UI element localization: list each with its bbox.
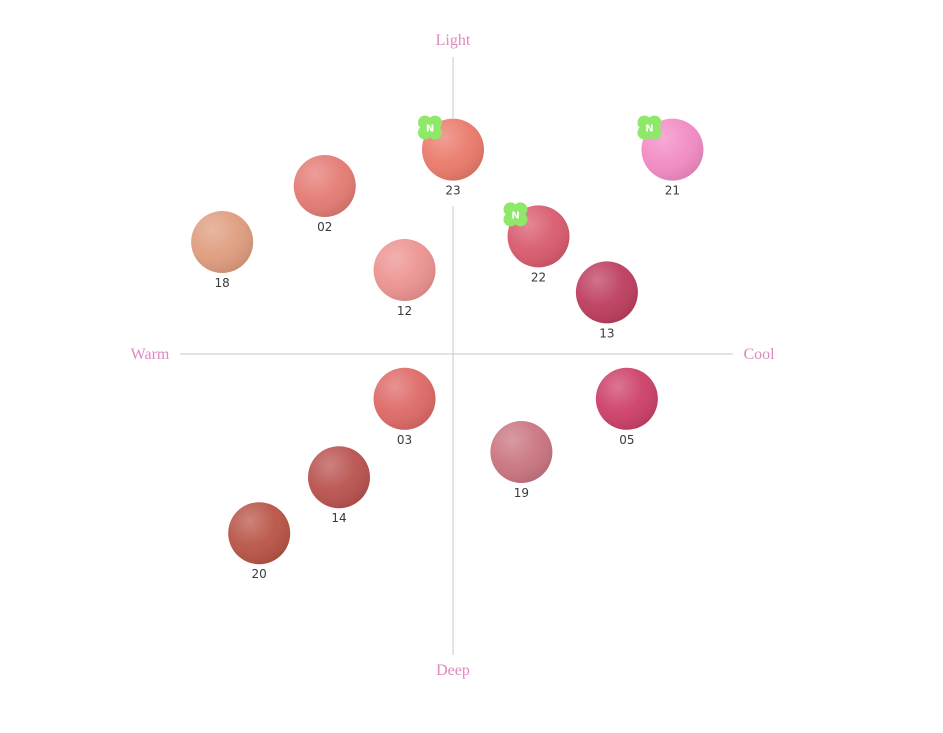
shade-label: 22: [531, 270, 546, 284]
shade-point-21[interactable]: 21 N: [637, 115, 704, 198]
new-badge-label: N: [645, 124, 653, 135]
badge-center: [423, 120, 437, 135]
shade-point-14[interactable]: 14: [308, 446, 370, 525]
shade-point-13[interactable]: 13: [575, 261, 638, 340]
shade-swatch-gloss: [293, 155, 356, 217]
shade-points: 23 N 21 N 02 22 N 18 12 13 03 05 19 14 20: [191, 115, 704, 581]
badge-center: [508, 207, 523, 222]
new-badge-label: N: [426, 124, 434, 135]
shade-point-05[interactable]: 05: [595, 367, 658, 447]
shade-label: 20: [252, 567, 267, 581]
shade-point-22[interactable]: 22 N: [503, 202, 570, 284]
shade-swatch-gloss: [595, 367, 658, 430]
shade-swatch-gloss: [575, 261, 638, 324]
shade-label: 19: [514, 486, 529, 500]
new-badge-icon: N: [418, 115, 442, 140]
shade-point-20[interactable]: 20: [228, 502, 291, 581]
badge-center: [642, 120, 657, 135]
axis-label-warm: Warm: [131, 346, 170, 363]
shade-label: 14: [331, 511, 346, 525]
shade-label: 18: [215, 276, 230, 290]
shade-label: 13: [599, 326, 614, 340]
shade-swatch-gloss: [308, 446, 370, 509]
new-badge-icon: N: [637, 115, 662, 140]
shade-point-19[interactable]: 19: [490, 421, 553, 500]
shade-swatch-gloss: [228, 502, 291, 565]
shade-swatch-gloss: [490, 421, 553, 483]
shade-point-12[interactable]: 12: [373, 239, 436, 318]
shade-point-02[interactable]: 02: [293, 155, 356, 234]
axis-label-deep: Deep: [436, 662, 470, 679]
new-badge-icon: N: [503, 202, 528, 227]
axis-label-light: Light: [436, 32, 471, 49]
shade-swatch-gloss: [191, 211, 254, 273]
shade-point-23[interactable]: 23 N: [418, 115, 484, 198]
axis-label-cool: Cool: [743, 346, 775, 363]
shade-label: 23: [445, 184, 460, 198]
shade-point-03[interactable]: 03: [373, 367, 436, 447]
shade-label: 21: [665, 184, 680, 198]
shade-swatch-gloss: [373, 367, 436, 430]
new-badge-label: N: [511, 210, 519, 221]
shade-label: 12: [397, 304, 412, 318]
shade-label: 05: [619, 433, 634, 447]
shade-point-18[interactable]: 18: [191, 211, 254, 290]
shade-label: 03: [397, 433, 412, 447]
shade-label: 02: [317, 220, 332, 234]
shade-swatch-gloss: [373, 239, 436, 301]
